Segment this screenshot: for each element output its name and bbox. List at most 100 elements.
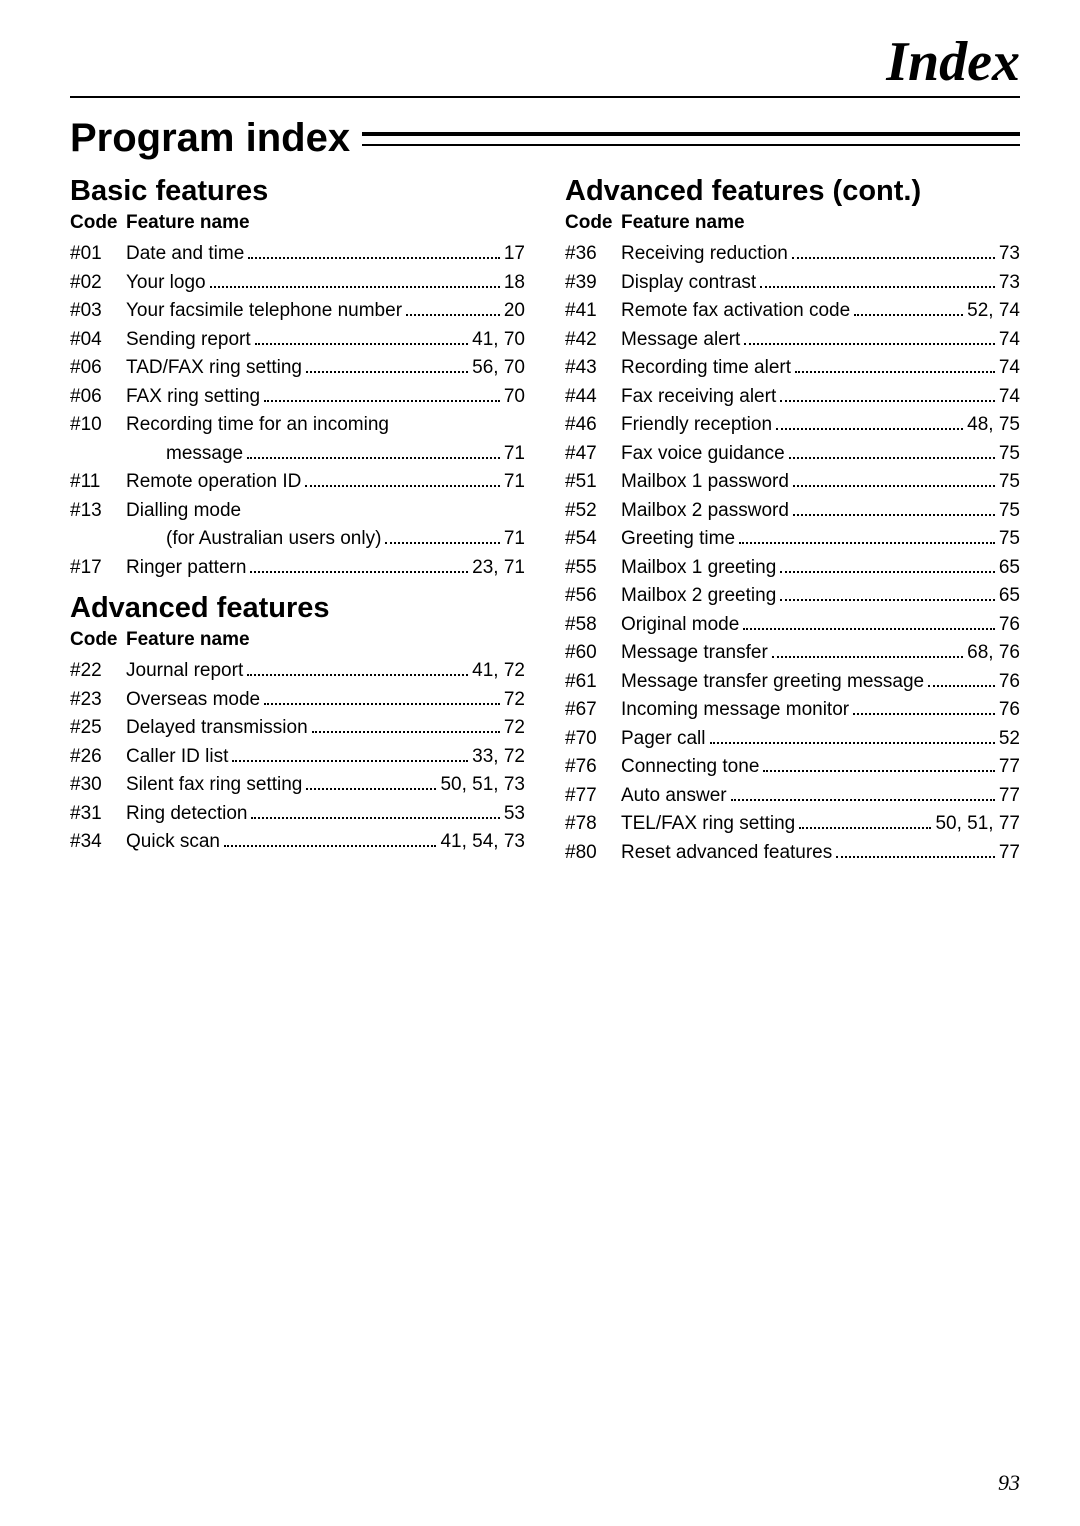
feature-name: Delayed transmission [126,714,308,743]
entry-line: TEL/FAX ring setting50, 51, 77 [621,810,1020,839]
index-section: Advanced featuresCodeFeature name#22Jour… [70,592,525,857]
entry-code: #70 [565,725,621,754]
header-name: Feature name [126,629,250,650]
dot-leader [743,628,995,630]
page-ref: 71 [504,468,525,497]
entry-code: #52 [565,497,621,526]
feature-name: FAX ring setting [126,383,260,412]
index-entry: #22Journal report41, 72 [70,657,525,686]
feature-name: Message transfer greeting message [621,668,924,697]
page-ref: 17 [504,240,525,269]
entry-code: #60 [565,639,621,668]
feature-name: Mailbox 2 password [621,497,789,526]
column-header: CodeFeature name [70,629,525,651]
page-ref: 76 [999,696,1020,725]
entry-line: Mailbox 1 password75 [621,468,1020,497]
index-entry: #23Overseas mode72 [70,686,525,715]
entry-body: Sending report 41, 70 [126,326,525,355]
index-entry: #41Remote fax activation code52, 74 [565,297,1020,326]
entry-body: Fax voice guidance75 [621,440,1020,469]
index-entry: #30Silent fax ring setting50, 51, 73 [70,771,525,800]
index-entry: #01Date and time17 [70,240,525,269]
entry-code: #58 [565,611,621,640]
page-ref: 72 [504,686,525,715]
entry-code: #23 [70,686,126,715]
entry-body: Remote fax activation code52, 74 [621,297,1020,326]
dot-leader [760,286,995,288]
page-ref: 77 [999,753,1020,782]
index-entry: #36Receiving reduction73 [565,240,1020,269]
entry-body: Auto answer 77 [621,782,1020,811]
index-entry: #11Remote operation ID71 [70,468,525,497]
entry-code: #47 [565,440,621,469]
dot-leader [232,760,468,762]
entry-line: Greeting time75 [621,525,1020,554]
entry-line: Dialling mode [126,497,525,526]
entry-code: #06 [70,383,126,412]
feature-name: Sending report [126,326,251,355]
feature-name: Mailbox 1 greeting [621,554,776,583]
feature-name: Auto answer [621,782,727,811]
section-title: Program index [70,116,350,161]
entry-body: Delayed transmission72 [126,714,525,743]
entry-body: Message transfer68, 76 [621,639,1020,668]
index-entry: #06FAX ring setting70 [70,383,525,412]
page-ref: 41, 70 [472,326,525,355]
page-ref: 41, 72 [472,657,525,686]
header-code: Code [565,212,621,234]
entry-body: Message alert74 [621,326,1020,355]
entry-code: #55 [565,554,621,583]
entry-line: Recording time alert74 [621,354,1020,383]
entry-body: Message transfer greeting message76 [621,668,1020,697]
entry-body: TEL/FAX ring setting50, 51, 77 [621,810,1020,839]
page-ref: 73 [999,240,1020,269]
entry-code: #77 [565,782,621,811]
page-ref: 50, 51, 77 [935,810,1020,839]
feature-name: Caller ID list [126,743,228,772]
dot-leader [306,788,436,790]
entry-body: Greeting time75 [621,525,1020,554]
entry-line: Friendly reception48, 75 [621,411,1020,440]
column-header: CodeFeature name [70,212,525,234]
dot-leader [312,731,500,733]
feature-name: Display contrast [621,269,756,298]
header-name: Feature name [621,212,745,233]
feature-name: Message alert [621,326,740,355]
dot-leader [251,817,499,819]
entry-code: #46 [565,411,621,440]
section-heading: Advanced features (cont.) [565,175,1020,208]
page-ref: 68, 76 [967,639,1020,668]
entry-code: #67 [565,696,621,725]
dot-leader [799,827,931,829]
entry-line: TAD/FAX ring setting56, 70 [126,354,525,383]
entry-line: Remote fax activation code52, 74 [621,297,1020,326]
dot-leader [836,856,995,858]
entry-body: Receiving reduction73 [621,240,1020,269]
feature-name: Journal report [126,657,243,686]
entry-line: Display contrast73 [621,269,1020,298]
dot-leader [793,514,995,516]
header-rule [70,96,1020,98]
dot-leader [247,457,500,459]
entry-line: Date and time17 [126,240,525,269]
section-rules [362,132,1020,146]
dot-leader [789,457,995,459]
feature-name: Greeting time [621,525,735,554]
entry-line: Ringer pattern23, 71 [126,554,525,583]
page-ref: 77 [999,782,1020,811]
feature-name: Remote fax activation code [621,297,850,326]
feature-name: Pager call [621,725,706,754]
entry-body: Incoming message monitor76 [621,696,1020,725]
page-ref: 48, 75 [967,411,1020,440]
entry-code: #41 [565,297,621,326]
page-ref: 23, 71 [472,554,525,583]
entry-code: #30 [70,771,126,800]
index-entry: #78TEL/FAX ring setting50, 51, 77 [565,810,1020,839]
section-title-row: Program index [70,116,1020,161]
dot-leader [772,656,963,658]
dot-leader [739,542,995,544]
entry-code: #44 [565,383,621,412]
page-number: 93 [998,1470,1020,1496]
entry-body: Reset advanced features77 [621,839,1020,868]
entry-body: Journal report 41, 72 [126,657,525,686]
